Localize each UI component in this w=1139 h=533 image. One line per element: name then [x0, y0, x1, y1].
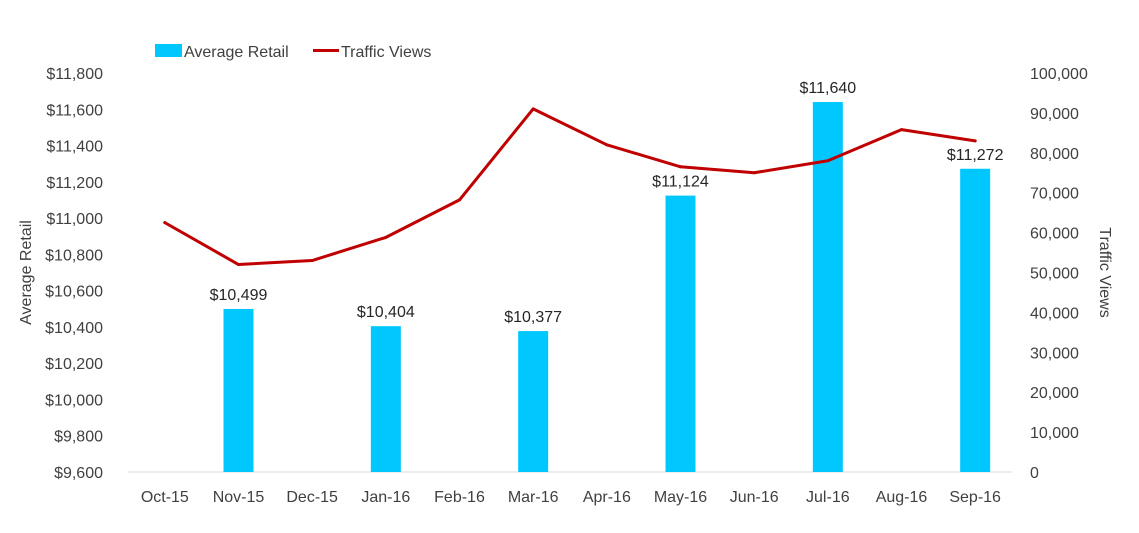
y-right-tick-label: 80,000 — [1030, 146, 1079, 163]
y-left-tick-label: $10,000 — [45, 392, 103, 409]
y-right-tick-label: 0 — [1030, 465, 1039, 482]
bar-average-retail — [370, 326, 401, 472]
bar-data-label: $10,404 — [357, 304, 415, 321]
line-point-traffic-views — [384, 235, 388, 239]
line-point-traffic-views — [237, 263, 240, 267]
bar-data-label: $11,272 — [947, 147, 1004, 164]
bar-average-retail — [518, 331, 549, 472]
x-tick-label: Aug-16 — [876, 489, 928, 506]
y-right-tick-label: 100,000 — [1030, 66, 1088, 83]
line-point-traffic-views — [163, 221, 167, 225]
legend-label-traffic-views: Traffic Views — [341, 44, 431, 61]
y-right-tick-label: 20,000 — [1030, 385, 1079, 402]
line-point-traffic-views — [752, 171, 756, 175]
y-left-axis-title: Average Retail — [18, 220, 35, 325]
legend-swatch-average-retail — [155, 44, 182, 57]
legend-label-average-retail: Average Retail — [184, 44, 289, 61]
line-point-traffic-views — [973, 139, 977, 143]
x-tick-label: Oct-15 — [141, 489, 189, 506]
y-left-tick-label: $11,600 — [46, 102, 103, 119]
x-tick-label: Dec-15 — [286, 489, 338, 506]
y-right-tick-label: 40,000 — [1030, 305, 1079, 322]
y-right-axis-title: Traffic Views — [1096, 227, 1113, 317]
bar-data-label: $10,499 — [210, 287, 268, 304]
x-tick-label: Apr-16 — [583, 489, 631, 506]
bar-data-label: $10,377 — [504, 309, 562, 326]
y-left-tick-label: $9,800 — [54, 429, 103, 446]
line-point-traffic-views — [679, 165, 682, 169]
line-point-traffic-views — [310, 259, 314, 263]
bar-average-retail — [960, 168, 991, 472]
bar-average-retail — [665, 195, 696, 473]
y-right-tick-label: 50,000 — [1030, 266, 1079, 283]
line-point-traffic-views — [605, 143, 609, 147]
y-right-tick-label: 60,000 — [1030, 226, 1079, 243]
line-point-traffic-views — [531, 107, 535, 111]
y-right-tick-label: 10,000 — [1030, 425, 1079, 442]
line-point-traffic-views — [900, 128, 903, 132]
x-tick-label: Sep-16 — [949, 489, 1001, 506]
y-left-tick-label: $10,600 — [45, 284, 103, 301]
y-left-tick-label: $11,200 — [46, 175, 103, 192]
y-left-tick-label: $10,200 — [45, 356, 103, 373]
line-point-traffic-views — [826, 159, 830, 163]
y-left-tick-label: $11,800 — [46, 66, 103, 83]
x-tick-label: Jun-16 — [730, 489, 779, 506]
x-tick-label: May-16 — [654, 489, 707, 506]
bar-average-retail — [223, 308, 254, 472]
x-tick-label: Jan-16 — [361, 489, 410, 506]
line-point-traffic-views — [458, 198, 461, 202]
y-left-tick-label: $11,000 — [46, 211, 103, 228]
bar-data-label: $11,124 — [652, 174, 709, 191]
y-left-tick-label: $11,400 — [46, 139, 103, 156]
y-right-tick-label: 70,000 — [1030, 186, 1079, 203]
y-left-tick-label: $10,800 — [45, 247, 103, 264]
x-tick-label: Mar-16 — [508, 489, 559, 506]
bar-data-label: $11,640 — [800, 80, 857, 97]
y-right-tick-label: 30,000 — [1030, 345, 1079, 362]
line-traffic-views — [163, 107, 977, 267]
x-tick-label: Nov-15 — [213, 489, 265, 506]
y-left-tick-label: $10,400 — [45, 320, 103, 337]
y-right-tick-label: 90,000 — [1030, 106, 1079, 123]
y-left-tick-label: $9,600 — [54, 465, 103, 482]
x-tick-label: Feb-16 — [434, 489, 485, 506]
x-tick-label: Jul-16 — [806, 489, 850, 506]
